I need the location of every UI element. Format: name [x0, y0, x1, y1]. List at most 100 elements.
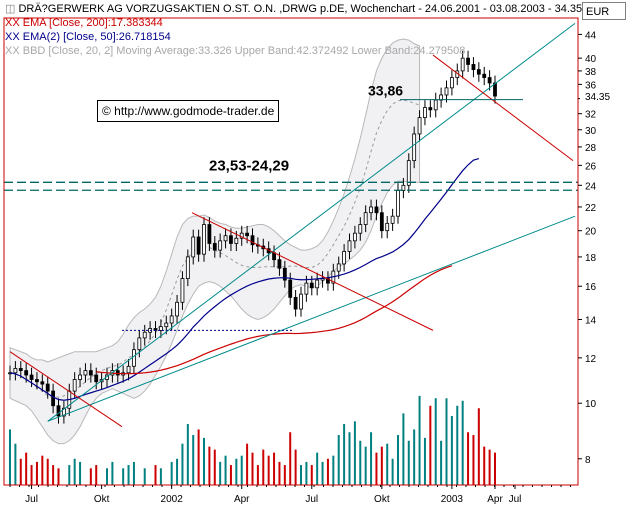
candle-body: [460, 57, 465, 72]
candle-body: [449, 77, 454, 89]
candle-body: [250, 235, 255, 246]
candle-body: [412, 133, 417, 162]
candle-body: [35, 379, 39, 383]
candle-body: [304, 282, 309, 295]
title-text: DRÄ?GERWERK AG VORZUGSAKTIEN O.ST. O.N. …: [18, 3, 583, 15]
y-tick-label: 26: [585, 161, 597, 172]
legend-ema200[interactable]: XX EMA [Close, 200]:17.383344: [5, 17, 163, 30]
candle-body: [72, 379, 77, 392]
ema200-line: [96, 265, 453, 375]
y-tick-label: 28: [585, 143, 597, 154]
legend-ema200-prefix: XX: [5, 17, 20, 29]
axes: 81012141618202224262830323436384044JulOk…: [3, 17, 625, 505]
candle-body: [212, 243, 217, 251]
candle-body: [336, 263, 341, 272]
candle-body: [493, 82, 497, 97]
y-tick-label: 30: [585, 126, 597, 137]
y-tick-label: 12: [585, 354, 597, 365]
trend-line: [432, 54, 574, 162]
candle-body: [299, 293, 303, 310]
y-tick-label: 22: [585, 203, 597, 214]
candle-body: [417, 117, 422, 135]
candle-body: [45, 383, 50, 392]
volume-bars: [9, 395, 496, 485]
legend-bollinger-text: BBD [Close, 20, 2] Moving Average:33.326…: [22, 45, 466, 57]
x-tick-label: Jul: [305, 494, 318, 505]
candle-body: [433, 99, 438, 111]
candle-body: [142, 331, 147, 339]
candle-body: [40, 381, 45, 385]
y-tick-label: 38: [585, 67, 597, 78]
title-prefix: ◫: [5, 3, 19, 15]
candle-body: [347, 240, 352, 252]
candle-body: [18, 368, 23, 372]
y-tick-label: 36: [585, 80, 597, 91]
candle-body: [444, 87, 449, 96]
candle-body: [315, 279, 320, 289]
candle-body: [61, 407, 66, 417]
candle-body: [401, 184, 406, 191]
candle-body: [207, 224, 212, 244]
x-tick-label: Apr: [234, 494, 250, 505]
y-tick-label: 10: [585, 399, 597, 410]
y-tick-label: 8: [585, 455, 591, 466]
candle-body: [223, 235, 228, 242]
legend-bollinger-prefix: XX: [5, 45, 20, 57]
y-tick-label: 32: [585, 110, 597, 121]
candle-body: [374, 206, 379, 214]
candle-body: [137, 337, 142, 351]
annotation-resistance-label: 33,86: [368, 83, 403, 99]
indicator-lines: [9, 22, 576, 428]
candle-body: [115, 370, 120, 376]
candle-body: [51, 390, 56, 407]
annotation-support-label: 23,53-24,29: [209, 157, 289, 174]
candle-body: [13, 368, 18, 374]
candle-body: [487, 77, 492, 84]
x-tick-label: 2002: [161, 494, 184, 505]
candle-body: [191, 236, 196, 258]
candle-body: [396, 190, 400, 217]
legend-bollinger[interactable]: XX BBD [Close, 20, 2] Moving Average:33.…: [5, 45, 465, 58]
candle-body: [358, 224, 363, 234]
y-tick-label: 24: [585, 181, 597, 192]
candle-body: [88, 370, 93, 376]
candle-body: [78, 374, 82, 380]
trend-line: [47, 22, 576, 422]
x-tick-label: Jul: [25, 494, 38, 505]
y-tick-label: 14: [585, 315, 597, 326]
y-tick-label: 44: [585, 30, 597, 41]
candle-body: [277, 259, 282, 269]
annotations: 33,86 23,53-24,29: [4, 83, 578, 331]
candle-body: [196, 236, 201, 255]
candle-body: [234, 237, 239, 244]
candle-body: [245, 232, 250, 237]
candle-body: [428, 107, 433, 111]
candle-body: [180, 278, 185, 303]
legend-ema200-text: EMA [Close, 200]:17.383344: [22, 17, 163, 29]
legend-ema50[interactable]: XX EMA(2) [Close, 50]:26.718154: [5, 31, 171, 44]
candle-body: [185, 256, 190, 279]
currency-tab[interactable]: EUR: [582, 2, 626, 20]
candle-body: [406, 160, 411, 186]
candle-body: [132, 349, 136, 367]
candle-body: [202, 224, 206, 255]
legend-ema50-prefix: XX: [5, 31, 20, 43]
candle-body: [229, 235, 233, 244]
candle-body: [482, 73, 487, 78]
candle-body: [282, 267, 287, 281]
candle-body: [56, 405, 61, 417]
candle-body: [158, 326, 163, 331]
chart-title: ◫ DRÄ?GERWERK AG VORZUGSAKTIEN O.ST. O.N…: [5, 3, 582, 16]
candle-body: [423, 107, 427, 119]
candle-body: [309, 282, 314, 289]
candle-body: [363, 212, 368, 225]
candle-body: [126, 365, 131, 374]
candle-body: [29, 374, 34, 380]
candle-body: [379, 212, 384, 232]
trend-line: [191, 212, 434, 331]
candle-body: [293, 296, 298, 310]
candle-body: [272, 252, 276, 261]
legend-ema50-text: EMA(2) [Close, 50]:26.718154: [22, 31, 171, 43]
candle-body: [476, 69, 481, 75]
x-tick-label: Okt: [374, 494, 390, 505]
